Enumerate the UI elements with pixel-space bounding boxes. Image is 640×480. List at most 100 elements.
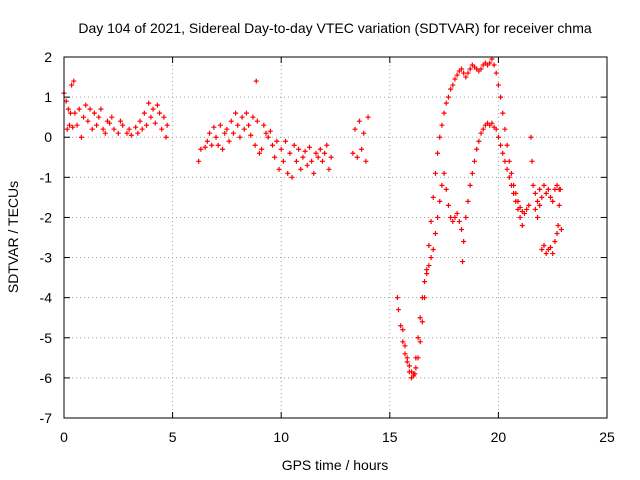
data-point	[467, 66, 473, 72]
data-point	[319, 158, 325, 164]
y-tick-label: -3	[40, 250, 53, 266]
data-point	[417, 315, 423, 321]
data-point	[534, 214, 540, 220]
data-point	[402, 351, 408, 357]
data-point	[443, 186, 449, 192]
data-point	[87, 106, 93, 112]
data-point	[222, 130, 228, 136]
data-point	[411, 371, 417, 377]
data-point	[71, 78, 77, 84]
data-point	[196, 158, 202, 164]
data-point	[450, 82, 456, 88]
data-point	[326, 166, 332, 172]
data-point	[69, 82, 75, 88]
data-point	[98, 106, 104, 112]
x-tick-label: 0	[60, 429, 68, 445]
data-point	[317, 146, 323, 152]
data-point	[530, 182, 536, 188]
data-point	[478, 130, 484, 136]
data-point	[400, 327, 406, 333]
data-point	[228, 118, 234, 124]
data-point	[111, 126, 117, 132]
data-point	[426, 263, 432, 269]
y-tick-label: -1	[40, 169, 53, 185]
data-point	[306, 144, 312, 150]
data-point	[117, 118, 123, 124]
data-point	[543, 251, 549, 257]
data-point	[141, 110, 147, 116]
data-point	[493, 126, 499, 132]
data-point	[217, 122, 223, 128]
data-point	[521, 210, 527, 216]
data-point	[226, 138, 232, 144]
data-point	[91, 110, 97, 116]
data-point	[409, 375, 415, 381]
data-point	[202, 144, 208, 150]
data-point	[402, 343, 408, 349]
data-point	[406, 363, 412, 369]
y-tick-label: -4	[40, 290, 53, 306]
data-point	[233, 110, 239, 116]
plot-frame	[63, 56, 608, 419]
data-point	[68, 110, 74, 116]
data-point	[230, 130, 236, 136]
data-point	[78, 134, 84, 140]
x-tick-label: 10	[273, 429, 289, 445]
data-point	[419, 319, 425, 325]
data-point	[541, 243, 547, 249]
data-point	[524, 206, 530, 212]
data-point	[213, 134, 219, 140]
data-point	[148, 114, 154, 120]
data-point	[64, 126, 70, 132]
data-point	[465, 198, 471, 204]
data-point	[280, 158, 286, 164]
data-point	[424, 267, 430, 273]
data-point	[164, 122, 170, 128]
data-point	[528, 134, 534, 140]
data-point	[289, 174, 295, 180]
data-point	[207, 130, 213, 136]
y-tick-label: -7	[40, 410, 53, 426]
data-point	[283, 138, 289, 144]
data-point	[163, 134, 169, 140]
data-point	[313, 150, 319, 156]
data-point	[539, 194, 545, 200]
data-point	[543, 190, 549, 196]
data-point	[135, 130, 141, 136]
y-tick-label: -2	[40, 209, 53, 225]
data-point	[252, 142, 258, 148]
data-point	[287, 150, 293, 156]
data-point	[220, 146, 226, 152]
data-point	[454, 210, 460, 216]
data-point	[328, 154, 334, 160]
data-point	[293, 158, 299, 164]
data-point	[437, 134, 443, 140]
data-point	[515, 206, 521, 212]
data-point	[487, 60, 493, 66]
data-point	[215, 142, 221, 148]
data-point	[450, 218, 456, 224]
data-point	[304, 162, 310, 168]
data-point	[432, 230, 438, 236]
data-point	[502, 158, 508, 164]
data-point	[209, 142, 215, 148]
x-tick-label: 15	[382, 429, 398, 445]
data-point	[126, 126, 132, 132]
x-tick-label: 5	[169, 429, 177, 445]
data-point	[508, 182, 514, 188]
data-point	[239, 114, 245, 120]
data-points	[61, 56, 564, 381]
data-point	[498, 142, 504, 148]
data-point	[394, 295, 400, 301]
data-point	[430, 247, 436, 253]
data-point	[265, 134, 271, 140]
data-point	[85, 118, 91, 124]
data-point	[272, 154, 278, 160]
data-point	[259, 146, 265, 152]
data-point	[154, 102, 160, 108]
data-point	[452, 214, 458, 220]
data-point	[465, 70, 471, 76]
data-point	[555, 222, 561, 228]
data-point	[63, 98, 69, 104]
